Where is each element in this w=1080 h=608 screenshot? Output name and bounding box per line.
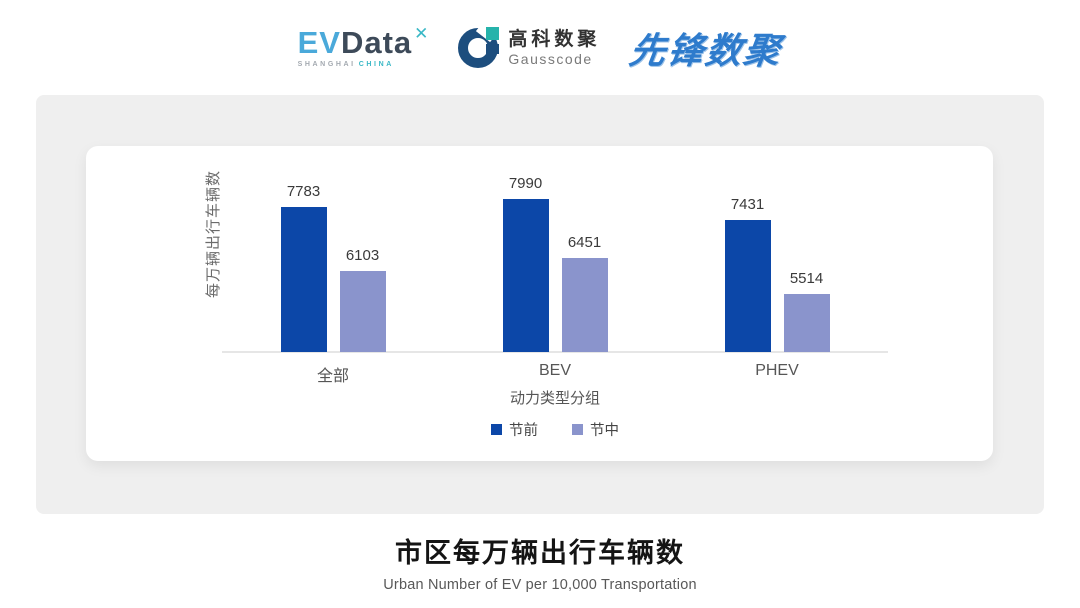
evdata-ev-text: EV xyxy=(297,24,341,60)
gausscode-g-icon xyxy=(457,20,500,69)
chart-subtitle: Urban Number of EV per 10,000 Transporta… xyxy=(383,577,697,593)
bar-unit-节中-全部: 6103 xyxy=(339,247,386,352)
chart-title: 市区每万辆出行车辆数 xyxy=(395,538,685,568)
bar-unit-节前-BEV: 7990 xyxy=(502,175,549,352)
bar-value-label: 5514 xyxy=(789,270,824,287)
legend-label-节中: 节中 xyxy=(590,423,619,439)
bar-group-全部: 7783 6103 全部 xyxy=(222,146,444,385)
legend: 节前 节中 xyxy=(222,419,888,440)
bar-pair: 7431 5514 xyxy=(666,146,888,352)
evdata-data-text: Data xyxy=(340,24,413,60)
gausscode-bar xyxy=(486,43,500,54)
bar-chart: 每万辆出行车辆数 7783 6103 全部 7990 6451 BEV 7431 5514 PH… xyxy=(86,146,993,461)
bar-unit-节中-PHEV: 5514 xyxy=(783,270,830,352)
bar-value-label: 7990 xyxy=(508,175,543,192)
bar-unit-节前-PHEV: 7431 xyxy=(724,196,771,352)
gausscode-teal-square xyxy=(486,26,500,40)
bar-unit-节中-BEV: 6451 xyxy=(561,234,608,352)
legend-label-节前: 节前 xyxy=(509,423,538,439)
bar-节前-PHEV xyxy=(724,220,771,352)
gausscode-text: 高科数聚 Gausscode xyxy=(508,29,600,67)
gausscode-en-name: Gausscode xyxy=(508,50,593,67)
bar-节前-全部 xyxy=(280,207,327,352)
evdata-tagline: SHANGHAI CHINA xyxy=(298,61,428,68)
xianfeng-logo: 先锋数聚 xyxy=(627,29,785,71)
legend-swatch-节中 xyxy=(572,424,583,435)
evdata-shanghai-text: SHANGHAI xyxy=(297,60,356,68)
evdata-x-icon: ✕ xyxy=(414,23,430,43)
y-axis-label: 每万辆出行车辆数 xyxy=(205,170,222,299)
legend-swatch-节前 xyxy=(491,424,502,435)
chart-card: 每万辆出行车辆数 7783 6103 全部 7990 6451 BEV 7431 5514 PH… xyxy=(86,146,993,461)
evdata-china-text: CHINA xyxy=(358,60,394,68)
bar-pair: 7783 6103 xyxy=(222,146,444,352)
gausscode-logo: 高科数聚 Gausscode xyxy=(457,20,600,69)
category-label-全部: 全部 xyxy=(316,368,349,385)
header-logos: EV Data ✕ SHANGHAI CHINA 高科数聚 Gausscode 先锋数… xyxy=(0,0,1080,95)
bar-节前-BEV xyxy=(502,199,549,352)
bar-pair: 7990 6451 xyxy=(444,146,666,352)
evdata-logo: EV Data ✕ SHANGHAI CHINA xyxy=(297,24,429,68)
bar-group-PHEV: 7431 5514 PHEV xyxy=(666,146,888,379)
chart-panel: 每万辆出行车辆数 7783 6103 全部 7990 6451 BEV 7431 5514 PH… xyxy=(36,95,1044,514)
x-axis-title: 动力类型分组 xyxy=(509,390,600,407)
bar-节中-BEV xyxy=(561,258,608,352)
bar-value-label: 7431 xyxy=(730,196,765,213)
category-label-PHEV: PHEV xyxy=(755,362,799,379)
legend-item-节中: 节中 xyxy=(572,419,619,440)
bar-节中-全部 xyxy=(339,271,386,352)
bar-group-BEV: 7990 6451 BEV xyxy=(444,146,666,379)
bar-unit-节前-全部: 7783 xyxy=(280,183,327,352)
bar-value-label: 6451 xyxy=(567,234,602,251)
legend-item-节前: 节前 xyxy=(491,419,538,440)
gausscode-cn-name: 高科数聚 xyxy=(508,28,601,50)
bar-value-label: 6103 xyxy=(345,247,380,264)
bar-value-label: 7783 xyxy=(286,183,321,200)
x-axis-line xyxy=(222,351,888,353)
category-label-BEV: BEV xyxy=(538,362,571,379)
plot-area: 7783 6103 全部 7990 6451 BEV 7431 5514 PHEV xyxy=(222,146,888,385)
bar-节中-PHEV xyxy=(783,294,830,352)
footer: 市区每万辆出行车辆数 Urban Number of EV per 10,000… xyxy=(0,514,1080,593)
evdata-wordmark: EV Data ✕ xyxy=(297,24,429,60)
